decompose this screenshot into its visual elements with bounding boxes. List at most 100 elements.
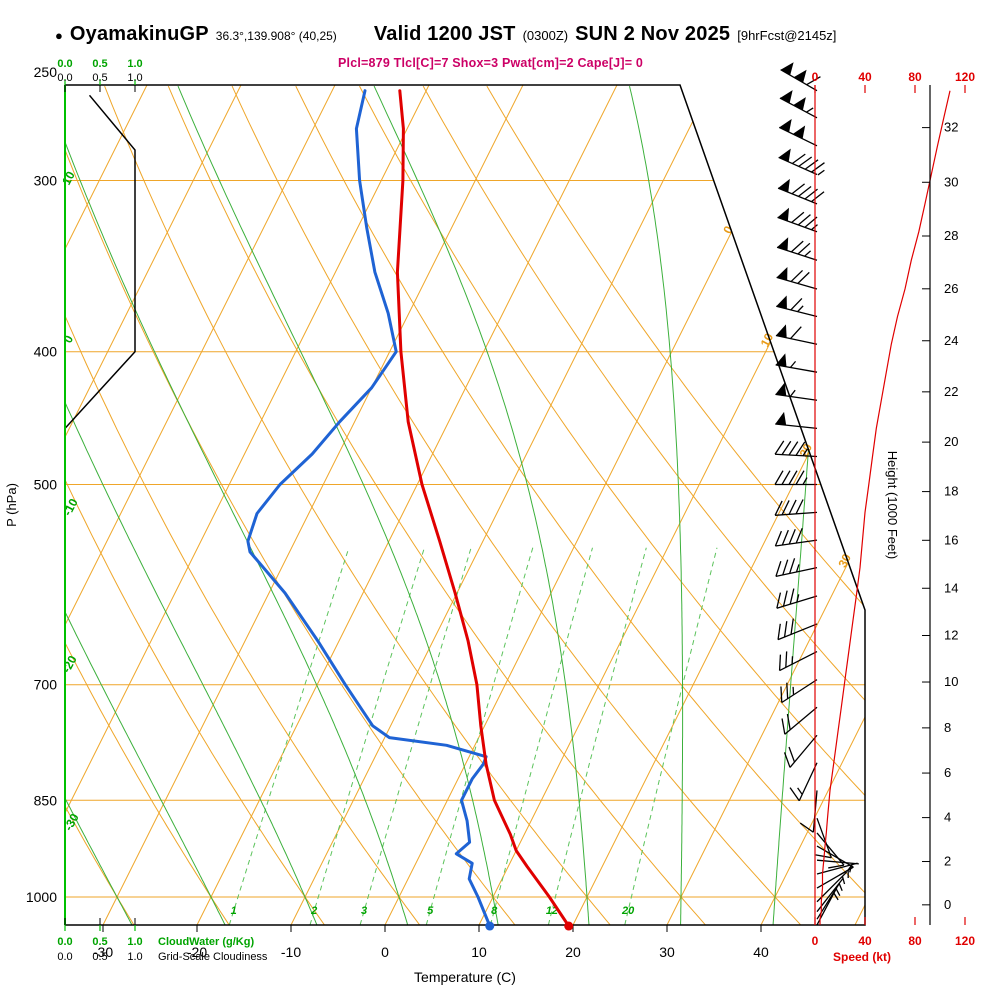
svg-text:0: 0 <box>381 944 389 960</box>
svg-text:-20: -20 <box>59 653 80 675</box>
station-bullet-icon: ● <box>55 28 63 43</box>
wind-barb <box>815 817 832 859</box>
svg-text:120: 120 <box>955 934 975 948</box>
svg-text:700: 700 <box>34 677 58 693</box>
svg-text:18: 18 <box>944 484 958 499</box>
svg-text:-10: -10 <box>281 944 301 960</box>
wind-barb <box>775 558 818 578</box>
svg-text:850: 850 <box>34 792 58 808</box>
svg-text:400: 400 <box>34 344 58 360</box>
svg-text:1000: 1000 <box>26 889 57 905</box>
svg-text:3: 3 <box>361 905 367 917</box>
svg-text:28: 28 <box>944 228 958 243</box>
wind-barb <box>774 470 817 486</box>
svg-text:-30: -30 <box>93 944 113 960</box>
station-name: OyamakinuGP <box>69 23 209 45</box>
svg-text:14: 14 <box>944 580 958 595</box>
stability-indices: Plcl=879 Tlcl[C]=7 Shox=3 Pwat[cm]=2 Cap… <box>338 56 644 70</box>
svg-text:0.5: 0.5 <box>92 936 107 948</box>
svg-text:1: 1 <box>231 905 237 917</box>
svg-text:0: 0 <box>812 934 819 948</box>
svg-text:0: 0 <box>720 223 736 236</box>
valid-date: SUN 2 Nov 2025 <box>575 23 731 45</box>
temperature-curve <box>395 89 571 928</box>
svg-text:30: 30 <box>944 174 958 189</box>
svg-text:20: 20 <box>621 905 635 917</box>
svg-text:10: 10 <box>944 674 958 689</box>
forecast-tag: [9hrFcst@2145z] <box>737 28 837 43</box>
wind-barb <box>775 382 818 401</box>
svg-text:0: 0 <box>812 70 819 84</box>
svg-text:Grid-Scale Cloudiness: Grid-Scale Cloudiness <box>158 951 268 963</box>
wind-barb-column <box>774 62 859 926</box>
svg-text:0.5: 0.5 <box>92 58 107 70</box>
svg-text:24: 24 <box>944 333 958 348</box>
svg-text:300: 300 <box>34 172 58 188</box>
wind-barb <box>774 499 818 516</box>
wind-barb <box>776 237 818 261</box>
svg-text:1.0: 1.0 <box>127 951 142 963</box>
svg-text:-20: -20 <box>187 944 207 960</box>
skew-grid-orange <box>65 85 865 925</box>
svg-text:2: 2 <box>944 854 951 869</box>
svg-text:4: 4 <box>944 810 951 825</box>
temperature-axis: -30 -20 -10 0 10 20 30 40 Temperature (C) <box>93 925 769 985</box>
svg-text:500: 500 <box>34 476 58 492</box>
surface-temperature-dot <box>564 921 574 931</box>
wind-barb <box>777 618 818 641</box>
wind-barb <box>780 62 821 92</box>
svg-text:1.0: 1.0 <box>127 936 142 948</box>
wind-barb <box>774 440 818 458</box>
wind-barb <box>776 267 818 290</box>
wind-barb <box>789 762 818 802</box>
wind-barb <box>778 148 825 176</box>
dewpoint-curve <box>246 89 492 928</box>
svg-text:40: 40 <box>858 934 872 948</box>
wind-barb <box>775 411 818 430</box>
svg-text:250: 250 <box>34 64 58 80</box>
valid-time: Valid 1200 JST <box>373 23 516 45</box>
svg-text:Temperature (C): Temperature (C) <box>414 969 516 985</box>
svg-text:20: 20 <box>565 944 581 960</box>
svg-text:0.0: 0.0 <box>57 951 72 963</box>
svg-text:0.5: 0.5 <box>92 951 107 963</box>
svg-text:80: 80 <box>908 70 922 84</box>
svg-text:1.0: 1.0 <box>127 72 142 84</box>
svg-text:0: 0 <box>944 897 951 912</box>
wind-barb <box>778 118 818 147</box>
wind-barb <box>775 324 818 345</box>
wind-barb <box>783 734 818 768</box>
station-coords: 36.3°,139.908° (40,25) <box>215 29 337 43</box>
wind-barb <box>781 706 818 735</box>
wind-barb <box>778 650 818 672</box>
svg-text:120: 120 <box>955 70 975 84</box>
wind-speed-curve <box>819 90 951 925</box>
svg-text:0.0: 0.0 <box>57 58 72 70</box>
valid-zulu: (0300Z) <box>522 28 569 43</box>
wind-barb <box>774 527 818 547</box>
svg-text:0.5: 0.5 <box>92 72 107 84</box>
svg-text:80: 80 <box>908 934 922 948</box>
svg-text:40: 40 <box>753 944 769 960</box>
svg-text:12: 12 <box>944 627 958 642</box>
svg-text:2: 2 <box>310 905 317 917</box>
svg-text:32: 32 <box>944 120 958 135</box>
svg-text:Speed (kt): Speed (kt) <box>833 950 891 964</box>
wind-barb <box>776 588 818 609</box>
wind-barb <box>779 90 818 119</box>
wind-barb <box>780 679 818 704</box>
svg-text:40: 40 <box>858 70 872 84</box>
svg-text:5: 5 <box>427 905 434 917</box>
svg-text:CloudWater (g/Kg): CloudWater (g/Kg) <box>158 936 254 948</box>
svg-text:-10: -10 <box>60 496 81 518</box>
svg-text:P (hPa): P (hPa) <box>4 483 19 527</box>
wind-barb <box>775 353 818 373</box>
svg-text:6: 6 <box>944 765 951 780</box>
surface-dewpoint-dot <box>485 921 495 931</box>
svg-text:Height (1000 Feet): Height (1000 Feet) <box>885 451 900 559</box>
svg-text:0.0: 0.0 <box>57 72 72 84</box>
